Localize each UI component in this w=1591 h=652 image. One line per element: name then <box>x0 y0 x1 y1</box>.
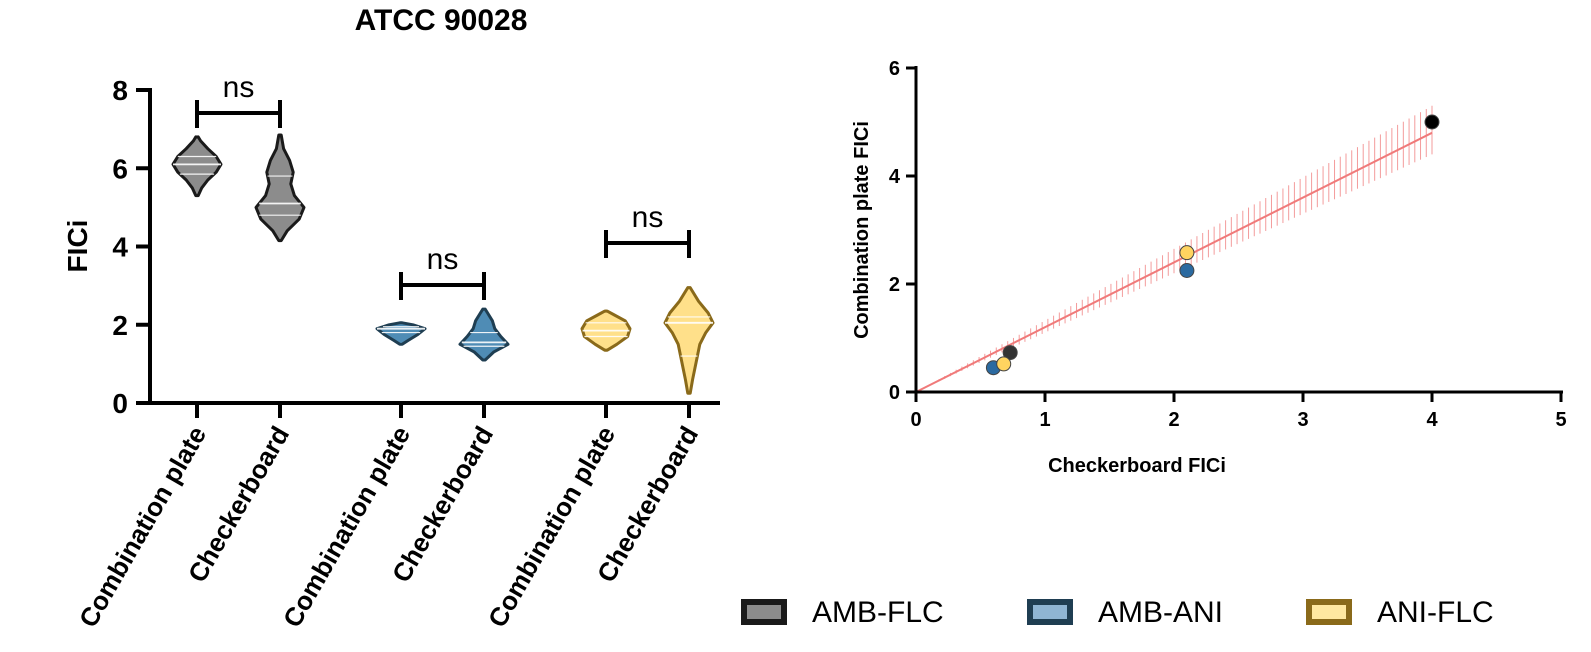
legend-swatch-amb-flc <box>741 599 787 625</box>
y-tick-label: 8 <box>112 75 128 106</box>
scatter-x-tick-label: 1 <box>1039 409 1050 431</box>
violins <box>171 133 715 395</box>
scatter-point-ani-flc <box>996 356 1012 372</box>
x-axis: Combination plateCheckerboardCombination… <box>73 401 720 632</box>
legend-swatch-amb-ani <box>1027 599 1073 625</box>
x-tick-label: Combination plate <box>73 421 212 632</box>
scatter-x-tick-label: 3 <box>1297 409 1308 431</box>
x-tick-label: Combination plate <box>277 421 416 632</box>
x-tick-label: Combination plate <box>482 421 621 632</box>
significance-label: ns <box>632 201 664 234</box>
significance-label: ns <box>427 243 459 276</box>
y-tick-label: 4 <box>112 232 128 263</box>
violin-amb-ani <box>375 321 427 346</box>
y-axis: 0 2 4 6 8 <box>112 75 152 419</box>
scatter-x-tick-label: 0 <box>910 409 921 431</box>
regression-line <box>915 131 1433 393</box>
fit-confidence-band <box>921 105 1433 390</box>
legend: AMB-FLC AMB-ANI ANI-FLC <box>741 596 1494 629</box>
significance-label: ns <box>223 71 255 104</box>
scatter-y-tick-label: 0 <box>889 382 900 404</box>
significance-brackets: ns ns ns <box>195 71 691 300</box>
scatter-point-amb-flc <box>1002 345 1018 361</box>
scatter-x-label: Checkerboard FICi <box>1048 455 1226 477</box>
legend-label: AMB-FLC <box>812 596 944 629</box>
y-axis-label: FICi <box>62 220 93 273</box>
scatter-x-tick-label: 5 <box>1555 409 1566 431</box>
scatter-x-tick-label: 2 <box>1168 409 1179 431</box>
scatter-y-label: Combination plate FICi <box>851 121 873 339</box>
scatter-points <box>985 114 1440 376</box>
y-tick-label: 2 <box>112 310 128 341</box>
significance-bracket <box>399 272 486 300</box>
significance-bracket <box>604 230 691 258</box>
legend-label: ANI-FLC <box>1377 596 1494 629</box>
y-tick-label: 6 <box>112 153 128 184</box>
scatter-point-ani-flc <box>1179 245 1195 261</box>
violin-ani-flc <box>663 286 715 395</box>
scatter-y-tick-label: 6 <box>889 58 900 80</box>
violin-amb-flc <box>254 133 306 243</box>
chart-title: ATCC 90028 <box>355 4 528 37</box>
scatter-axes: 0 1 2 3 4 5 0 2 4 6 <box>889 58 1567 431</box>
scatter-point-amb-ani <box>1179 263 1195 278</box>
scatter-y-tick-label: 4 <box>889 166 901 188</box>
significance-bracket <box>195 100 282 128</box>
scatter-y-tick-label: 2 <box>889 274 900 296</box>
legend-swatch-ani-flc <box>1306 599 1352 625</box>
scatter-x-tick-label: 4 <box>1426 409 1438 431</box>
scatter-point-amb-flc <box>1424 114 1440 130</box>
violin-amb-flc <box>171 135 223 198</box>
fit-line <box>915 131 1433 393</box>
y-tick-label: 0 <box>112 388 128 419</box>
violin-amb-ani <box>458 307 510 362</box>
scatter-chart: Combination plate FICi Checkerboard FICi… <box>851 58 1567 477</box>
legend-label: AMB-ANI <box>1098 596 1223 629</box>
